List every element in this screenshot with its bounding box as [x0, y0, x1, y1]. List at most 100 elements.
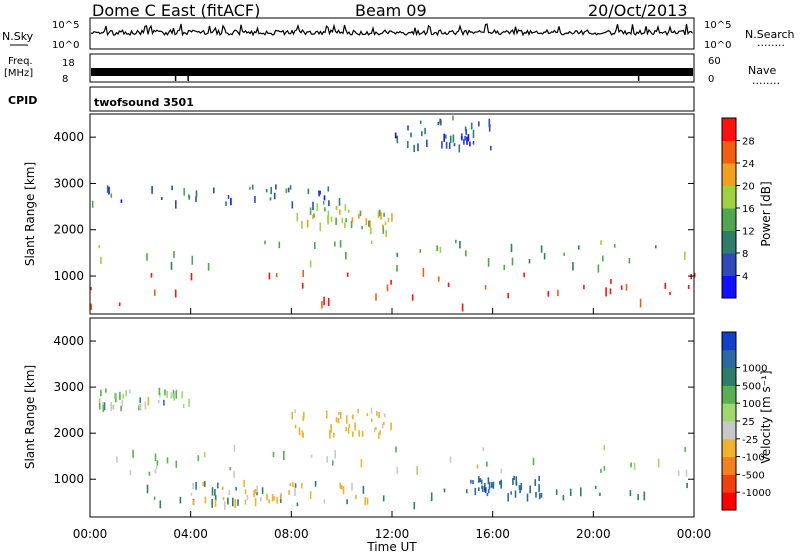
noise-trace: [90, 23, 693, 37]
colorbar-swatch: [722, 349, 736, 369]
heatmap-cell: [288, 490, 290, 495]
heatmap-cell: [339, 240, 342, 248]
velocity-heatmap: [98, 387, 688, 510]
heatmap-cell: [170, 392, 172, 399]
power-yticks: 1000 2000 3000 4000: [53, 130, 694, 283]
heatmap-cell: [214, 489, 216, 496]
heatmap-cell: [106, 185, 109, 193]
y-tick-label: 1000: [53, 269, 84, 283]
heatmap-cell: [413, 502, 416, 510]
heatmap-cell: [613, 244, 616, 248]
heatmap-cell: [382, 225, 385, 234]
heatmap-cell: [105, 388, 107, 393]
heatmap-cell: [357, 409, 359, 414]
heatmap-cell: [269, 197, 272, 201]
heatmap-cell: [339, 411, 342, 420]
heatmap-cell: [266, 493, 268, 501]
heatmap-cell: [519, 486, 521, 494]
heatmap-cell: [333, 432, 335, 438]
heatmap-cell: [362, 485, 365, 494]
heatmap-cell: [472, 141, 475, 145]
heatmap-cell: [273, 496, 275, 501]
heatmap-cell: [278, 241, 281, 249]
heatmap-cell: [228, 490, 231, 495]
colorbar-swatch: [722, 185, 736, 209]
heatmap-cell: [115, 393, 117, 403]
heatmap-cell: [643, 491, 646, 501]
heatmap-cell: [486, 461, 488, 467]
heatmap-cell: [154, 453, 157, 462]
heatmap-cell: [396, 466, 399, 474]
heatmap-cell: [119, 391, 121, 401]
heatmap-cell: [620, 285, 623, 290]
heatmap-cell: [390, 279, 392, 285]
heatmap-cell: [190, 273, 193, 281]
heatmap-cell: [335, 417, 338, 423]
heatmap-cell: [318, 192, 320, 197]
heatmap-cell: [487, 477, 490, 485]
heatmap-cell: [144, 401, 147, 410]
heatmap-cell: [547, 291, 550, 297]
heatmap-cell: [170, 261, 173, 270]
heatmap-cell: [512, 478, 514, 485]
heatmap-cell: [120, 199, 123, 203]
heatmap-cell: [214, 499, 217, 508]
freq-tick-top: 18: [62, 58, 75, 69]
heatmap-cell: [324, 207, 326, 212]
heatmap-cell: [460, 136, 463, 140]
heatmap-cell: [301, 282, 304, 289]
colorbar-tick-label: 16: [742, 204, 755, 215]
heatmap-cell: [181, 391, 183, 399]
heatmap-cell: [510, 243, 513, 252]
heatmap-cell: [655, 245, 657, 249]
heatmap-cell: [244, 489, 247, 494]
heatmap-cell: [116, 456, 118, 463]
heatmap-cell: [630, 462, 632, 468]
heatmap-cell: [443, 488, 446, 493]
heatmap-cell: [265, 188, 268, 193]
heatmap-cell: [100, 256, 102, 264]
heatmap-cell: [445, 141, 448, 149]
nave-tick-bottom: 0: [708, 74, 714, 85]
heatmap-cell: [122, 393, 124, 399]
heatmap-cell: [339, 209, 341, 215]
heatmap-cell: [347, 209, 350, 213]
heatmap-cell: [437, 121, 440, 126]
x-tick-label: 00:00: [73, 527, 108, 541]
heatmap-cell: [254, 196, 256, 203]
heatmap-cell: [677, 470, 680, 476]
heatmap-cell: [301, 221, 303, 229]
heatmap-cell: [289, 482, 292, 487]
y-tick-label: 3000: [53, 176, 84, 190]
colorbar-tick-label: -100: [742, 453, 765, 464]
heatmap-cell: [253, 489, 255, 498]
heatmap-cell: [384, 221, 387, 225]
heatmap-cell: [330, 423, 332, 433]
heatmap-cell: [664, 282, 667, 289]
heatmap-cell: [175, 389, 178, 393]
heatmap-cell: [155, 465, 158, 470]
heatmap-cell: [563, 252, 565, 256]
heatmap-cell: [272, 452, 275, 458]
x-tick-label: 16:00: [475, 527, 510, 541]
heatmap-cell: [386, 284, 389, 292]
heatmap-cell: [396, 252, 399, 257]
heatmap-cell: [345, 427, 347, 432]
heatmap-cell: [580, 487, 582, 497]
heatmap-cell: [351, 482, 353, 491]
heatmap-cell: [488, 485, 491, 490]
heatmap-cell: [422, 268, 425, 277]
x-tick-label: 08:00: [274, 527, 309, 541]
heatmap-cell: [302, 270, 304, 277]
heatmap-cell: [534, 479, 536, 486]
heatmap-cell: [485, 487, 487, 493]
heatmap-cell: [376, 411, 378, 416]
heatmap-cell: [684, 447, 686, 452]
heatmap-cell: [385, 230, 387, 238]
velocity-scale-label: Velocity [m s⁻¹]: [759, 370, 773, 463]
heatmap-cell: [378, 412, 380, 418]
heatmap-cell: [449, 135, 452, 143]
heatmap-cell: [342, 486, 345, 495]
heatmap-cell: [90, 303, 93, 310]
